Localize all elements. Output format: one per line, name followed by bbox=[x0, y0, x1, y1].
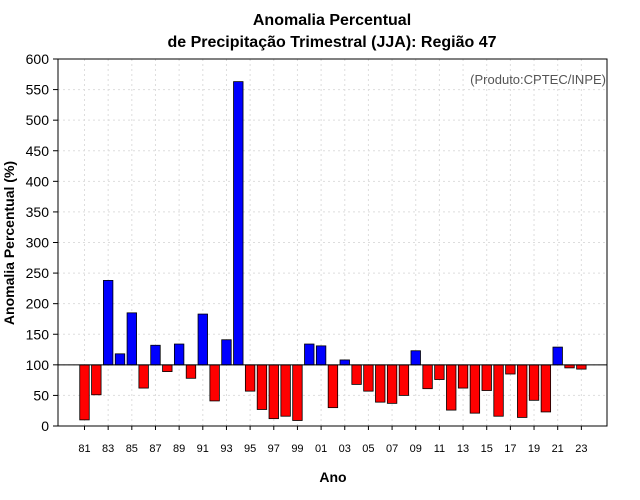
x-tick-label: 09 bbox=[410, 443, 422, 455]
bar-10 bbox=[422, 364, 433, 390]
x-tick-label: 19 bbox=[528, 443, 540, 455]
bar-07 bbox=[386, 364, 398, 404]
bar-93 bbox=[221, 339, 232, 366]
y-tick-label: 400 bbox=[26, 173, 50, 189]
bar-86 bbox=[138, 364, 149, 389]
bar-15 bbox=[481, 364, 492, 391]
bar-90 bbox=[185, 364, 197, 379]
bar-84 bbox=[114, 353, 126, 366]
bar-83 bbox=[103, 280, 114, 366]
y-tick-label: 450 bbox=[26, 143, 50, 159]
x-tick-label: 93 bbox=[220, 443, 232, 455]
x-tick-label: 87 bbox=[149, 443, 161, 455]
bar-82 bbox=[91, 364, 102, 396]
chart-title-line2: de Precipitação Trimestral (JJA): Região… bbox=[167, 34, 496, 51]
x-tick-label: 17 bbox=[504, 443, 516, 455]
y-axis-ticks: 0 50 100 150 200 250 300 350 400 450 500 550 600 bbox=[26, 51, 58, 434]
bar-04 bbox=[351, 364, 362, 385]
bar-01 bbox=[315, 345, 327, 366]
bar-12 bbox=[446, 364, 457, 411]
y-axis-title: Anomalia Percentual (%) bbox=[1, 161, 17, 325]
x-tick-label: 03 bbox=[339, 443, 351, 455]
y-tick-label: 600 bbox=[26, 51, 50, 67]
bar-21 bbox=[552, 346, 563, 366]
x-tick-label: 83 bbox=[102, 443, 114, 455]
bar-11 bbox=[434, 364, 445, 380]
bar-98 bbox=[280, 364, 291, 417]
x-tick-label: 01 bbox=[315, 443, 327, 455]
bar-88 bbox=[162, 364, 173, 372]
bar-19 bbox=[528, 364, 540, 401]
y-tick-label: 300 bbox=[26, 235, 50, 251]
x-tick-label: 95 bbox=[244, 443, 256, 455]
bar-91 bbox=[197, 313, 208, 366]
bar-05 bbox=[363, 364, 374, 392]
x-tick-label: 85 bbox=[126, 443, 138, 455]
x-tick-label: 99 bbox=[291, 443, 303, 455]
y-tick-label: 250 bbox=[26, 265, 50, 281]
x-tick-label: 97 bbox=[268, 443, 280, 455]
bar-16 bbox=[493, 364, 504, 417]
x-tick-label: 23 bbox=[575, 443, 587, 455]
bar-02 bbox=[327, 364, 339, 409]
bar-13 bbox=[457, 364, 469, 389]
x-tick-label: 13 bbox=[457, 443, 469, 455]
y-tick-label: 200 bbox=[26, 296, 50, 312]
chart-title-line1: Anomalia Percentual bbox=[253, 12, 411, 29]
bar-96 bbox=[256, 364, 268, 410]
bar-series bbox=[79, 81, 587, 421]
x-tick-label: 07 bbox=[386, 443, 398, 455]
y-tick-label: 100 bbox=[26, 357, 50, 373]
x-tick-label: 91 bbox=[197, 443, 209, 455]
x-tick-label: 89 bbox=[173, 443, 185, 455]
x-tick-label: 81 bbox=[78, 443, 90, 455]
x-tick-label: 15 bbox=[481, 443, 493, 455]
y-tick-label: 500 bbox=[26, 112, 50, 128]
bar-92 bbox=[209, 364, 220, 402]
bar-89 bbox=[173, 343, 185, 366]
bar-85 bbox=[126, 312, 137, 366]
bar-09 bbox=[410, 350, 421, 366]
y-tick-label: 350 bbox=[26, 204, 50, 220]
bar-23 bbox=[576, 364, 587, 370]
y-tick-label: 0 bbox=[41, 418, 49, 434]
credit-text: (Produto:CPTEC/INPE) bbox=[470, 72, 606, 87]
y-tick-label: 50 bbox=[33, 387, 49, 403]
x-tick-label: 11 bbox=[434, 443, 445, 455]
bar-06 bbox=[375, 364, 386, 403]
y-tick-label: 550 bbox=[26, 82, 50, 98]
y-tick-label: 150 bbox=[26, 326, 50, 342]
bar-99 bbox=[292, 364, 303, 421]
bar-03 bbox=[339, 359, 350, 366]
bar-17 bbox=[505, 364, 516, 375]
bar-14 bbox=[469, 364, 481, 414]
bar-00 bbox=[304, 343, 315, 366]
bar-95 bbox=[244, 364, 256, 392]
bar-18 bbox=[517, 364, 528, 418]
x-axis-title: Ano bbox=[319, 469, 346, 485]
bar-97 bbox=[268, 364, 279, 420]
bar-20 bbox=[540, 364, 552, 413]
bar-81 bbox=[79, 364, 90, 421]
bar-94 bbox=[233, 81, 244, 366]
x-tick-label: 05 bbox=[362, 443, 374, 455]
x-axis-ticks: 81 83 85 87 89 91 93 95 97 99 01 03 05 07 09 11 13 15 17 19… bbox=[78, 426, 587, 455]
bar-08 bbox=[398, 364, 410, 396]
x-tick-label: 21 bbox=[552, 443, 564, 455]
bar-87 bbox=[150, 344, 161, 366]
